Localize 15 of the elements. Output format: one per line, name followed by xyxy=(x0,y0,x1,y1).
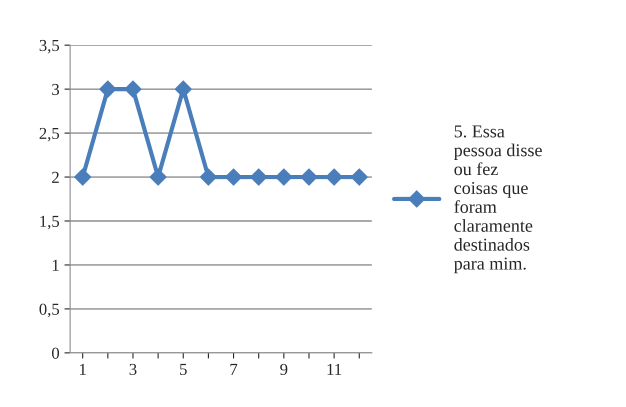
y-tick-label: 0 xyxy=(52,348,60,359)
x-tick-label: 7 xyxy=(230,364,238,375)
x-tick-label: 11 xyxy=(328,364,342,375)
y-tick-label: 0,5 xyxy=(39,304,60,318)
x-tick-label: 9 xyxy=(280,364,288,376)
x-tick-label: 3 xyxy=(130,364,136,376)
y-tick-label: 2,5 xyxy=(40,128,60,142)
y-tick-label: 1 xyxy=(52,260,59,271)
y-tick-label: 3 xyxy=(52,84,60,96)
y-tick-label: 1,5 xyxy=(40,216,60,230)
y-tick-label: 2 xyxy=(52,172,59,183)
legend-label: 5. Essa pessoa disse ou fez coisas que foram claramente destinados para mim. xyxy=(454,125,542,274)
y-tick-label: 3,5 xyxy=(40,40,60,54)
x-tick-label: 1 xyxy=(80,364,86,375)
x-tick-label: 5 xyxy=(180,364,187,376)
